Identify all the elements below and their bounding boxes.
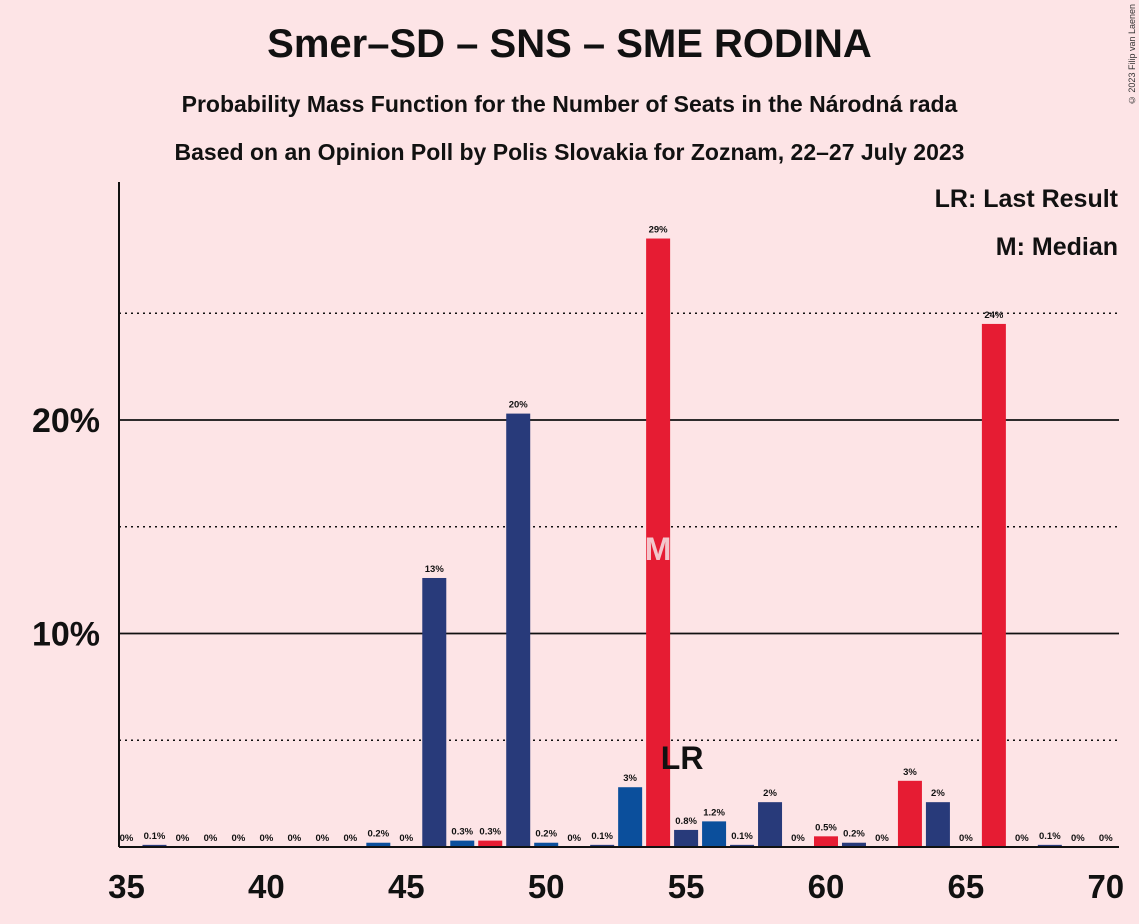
bar-label-60: 0.5% (815, 822, 837, 833)
bar-label-42: 0% (315, 833, 329, 844)
bar-label-61: 0.2% (843, 829, 865, 840)
bar-label-67: 0% (1015, 833, 1029, 844)
x-tick-label: 65 (948, 868, 985, 905)
bar-label-37: 0% (176, 833, 190, 844)
bar-label-59: 0% (791, 833, 805, 844)
y-tick-label: 10% (32, 616, 100, 654)
bar-label-66: 24% (984, 310, 1004, 321)
bar-label-56: 1.2% (703, 807, 725, 818)
bar-seats-68 (1037, 844, 1062, 847)
chart-source: Based on an Opinion Poll by Polis Slovak… (174, 139, 965, 165)
bar-label-46: 13% (425, 564, 445, 575)
bar-label-69: 0% (1071, 833, 1085, 844)
last-result-marker: LR (661, 740, 704, 776)
axes: 10% 20% 35 40 45 50 55 60 65 70 (32, 182, 1124, 905)
bar-seats-47 (450, 840, 475, 847)
x-tick-label: 50 (528, 868, 565, 905)
bar-label-41: 0% (288, 833, 302, 844)
bar-label-62: 0% (875, 833, 889, 844)
bar-label-50: 0.2% (535, 829, 557, 840)
bar-seats-64 (925, 802, 950, 847)
bar-label-39: 0% (232, 833, 246, 844)
bar-label-49: 20% (509, 400, 529, 411)
bar-label-47: 0.3% (451, 827, 473, 838)
bar-seats-57 (730, 844, 755, 847)
bar-label-64: 2% (931, 788, 945, 799)
bar-label-57: 0.1% (731, 831, 753, 842)
bar-seats-48 (478, 840, 503, 847)
x-tick-label: 40 (248, 868, 285, 905)
bar-seats-63 (897, 780, 922, 847)
bar-seats-46 (422, 577, 447, 847)
bar-label-38: 0% (204, 833, 218, 844)
bar-seats-55 (674, 829, 699, 847)
chart-title: Smer–SD – SNS – SME RODINA (267, 22, 872, 66)
gridlines (119, 312, 1119, 741)
bar-label-40: 0% (260, 833, 274, 844)
bar-label-65: 0% (959, 833, 973, 844)
bar-label-43: 0% (343, 833, 357, 844)
markers: M LR (645, 531, 704, 776)
bar-label-63: 3% (903, 767, 917, 778)
bar-label-70: 0% (1099, 833, 1113, 844)
x-tick-label: 35 (108, 868, 145, 905)
bar-labels: 0% 0.1% 0% 0% 0% 0% 0% 0% 0% 0.2% 0% 13% 0.3% 0.3% 20%… (120, 225, 1114, 844)
bar-label-55: 0.8% (675, 816, 697, 827)
x-tick-label: 70 (1087, 868, 1124, 905)
bar-seats-54 (646, 238, 671, 847)
bar-label-54: 29% (649, 225, 669, 236)
chart-subtitle: Probability Mass Function for the Number… (181, 91, 958, 117)
bar-label-58: 2% (763, 788, 777, 799)
bar-seats-50 (534, 842, 559, 847)
bar-label-36: 0.1% (144, 831, 166, 842)
x-tick-label: 45 (388, 868, 425, 905)
bar-label-44: 0.2% (367, 829, 389, 840)
bar-seats-60 (814, 836, 838, 847)
median-marker: M (645, 531, 672, 567)
bar-label-45: 0% (399, 833, 413, 844)
bar-seats-66 (981, 323, 1006, 847)
bar-seats-52 (590, 844, 615, 847)
bar-label-48: 0.3% (479, 827, 501, 838)
bar-seats-36 (142, 844, 167, 847)
x-tick-label: 55 (668, 868, 705, 905)
x-tick-label: 60 (808, 868, 845, 905)
y-tick-label: 20% (32, 402, 100, 440)
bar-label-68: 0.1% (1039, 831, 1061, 842)
legend-median: M: Median (995, 233, 1118, 261)
bar-label-51: 0% (567, 833, 581, 844)
bar-seats-49 (506, 413, 531, 847)
bar-label-53: 3% (623, 773, 637, 784)
legend-last-result: LR: Last Result (934, 185, 1118, 213)
bar-seats-61 (841, 842, 866, 847)
bar-seats-53 (618, 787, 643, 847)
bar-seats-58 (758, 802, 783, 847)
bar-label-52: 0.1% (591, 831, 613, 842)
bar-label-35: 0% (120, 833, 134, 844)
bars (142, 238, 1062, 847)
bar-seats-56 (702, 821, 727, 847)
bar-seats-44 (366, 842, 391, 847)
